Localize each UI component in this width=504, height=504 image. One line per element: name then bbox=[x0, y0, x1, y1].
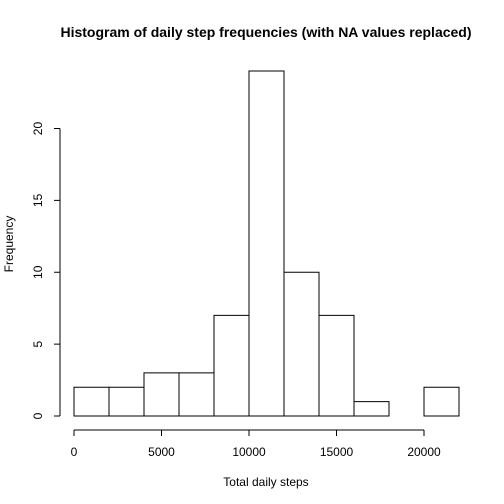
histogram-bar-7 bbox=[318, 314, 355, 417]
x-tick-label-2: 10000 bbox=[232, 445, 266, 459]
histogram-bar-6 bbox=[283, 271, 320, 417]
bars-group bbox=[73, 70, 460, 417]
x-axis-label: Total daily steps bbox=[223, 475, 308, 489]
y-tick-label-2: 10 bbox=[31, 265, 45, 279]
histogram-bar-8 bbox=[353, 401, 390, 417]
histogram-bar-3 bbox=[178, 372, 215, 417]
histogram-bar-4 bbox=[213, 314, 250, 417]
histogram-bar-1 bbox=[108, 386, 145, 417]
y-axis-label: Frequency bbox=[2, 216, 16, 273]
y-tick-label-0: 0 bbox=[31, 412, 45, 419]
chart-title: Histogram of daily step frequencies (wit… bbox=[60, 24, 471, 40]
y-axis: 0 5 10 15 20 bbox=[31, 122, 61, 419]
x-tick-label-1: 5000 bbox=[148, 445, 175, 459]
histogram-bar-0 bbox=[73, 386, 110, 417]
y-tick-label-3: 15 bbox=[31, 193, 45, 207]
histogram-bar-5 bbox=[248, 70, 285, 417]
histogram-bar-10 bbox=[423, 386, 460, 417]
y-tick-label-4: 20 bbox=[31, 122, 45, 136]
x-tick-label-0: 0 bbox=[71, 445, 78, 459]
x-tick-label-3: 15000 bbox=[320, 445, 354, 459]
x-axis: 0 5000 10000 15000 20000 bbox=[71, 429, 441, 459]
y-tick-label-1: 5 bbox=[31, 340, 45, 347]
histogram-bar-2 bbox=[143, 372, 180, 417]
x-tick-label-4: 20000 bbox=[407, 445, 441, 459]
